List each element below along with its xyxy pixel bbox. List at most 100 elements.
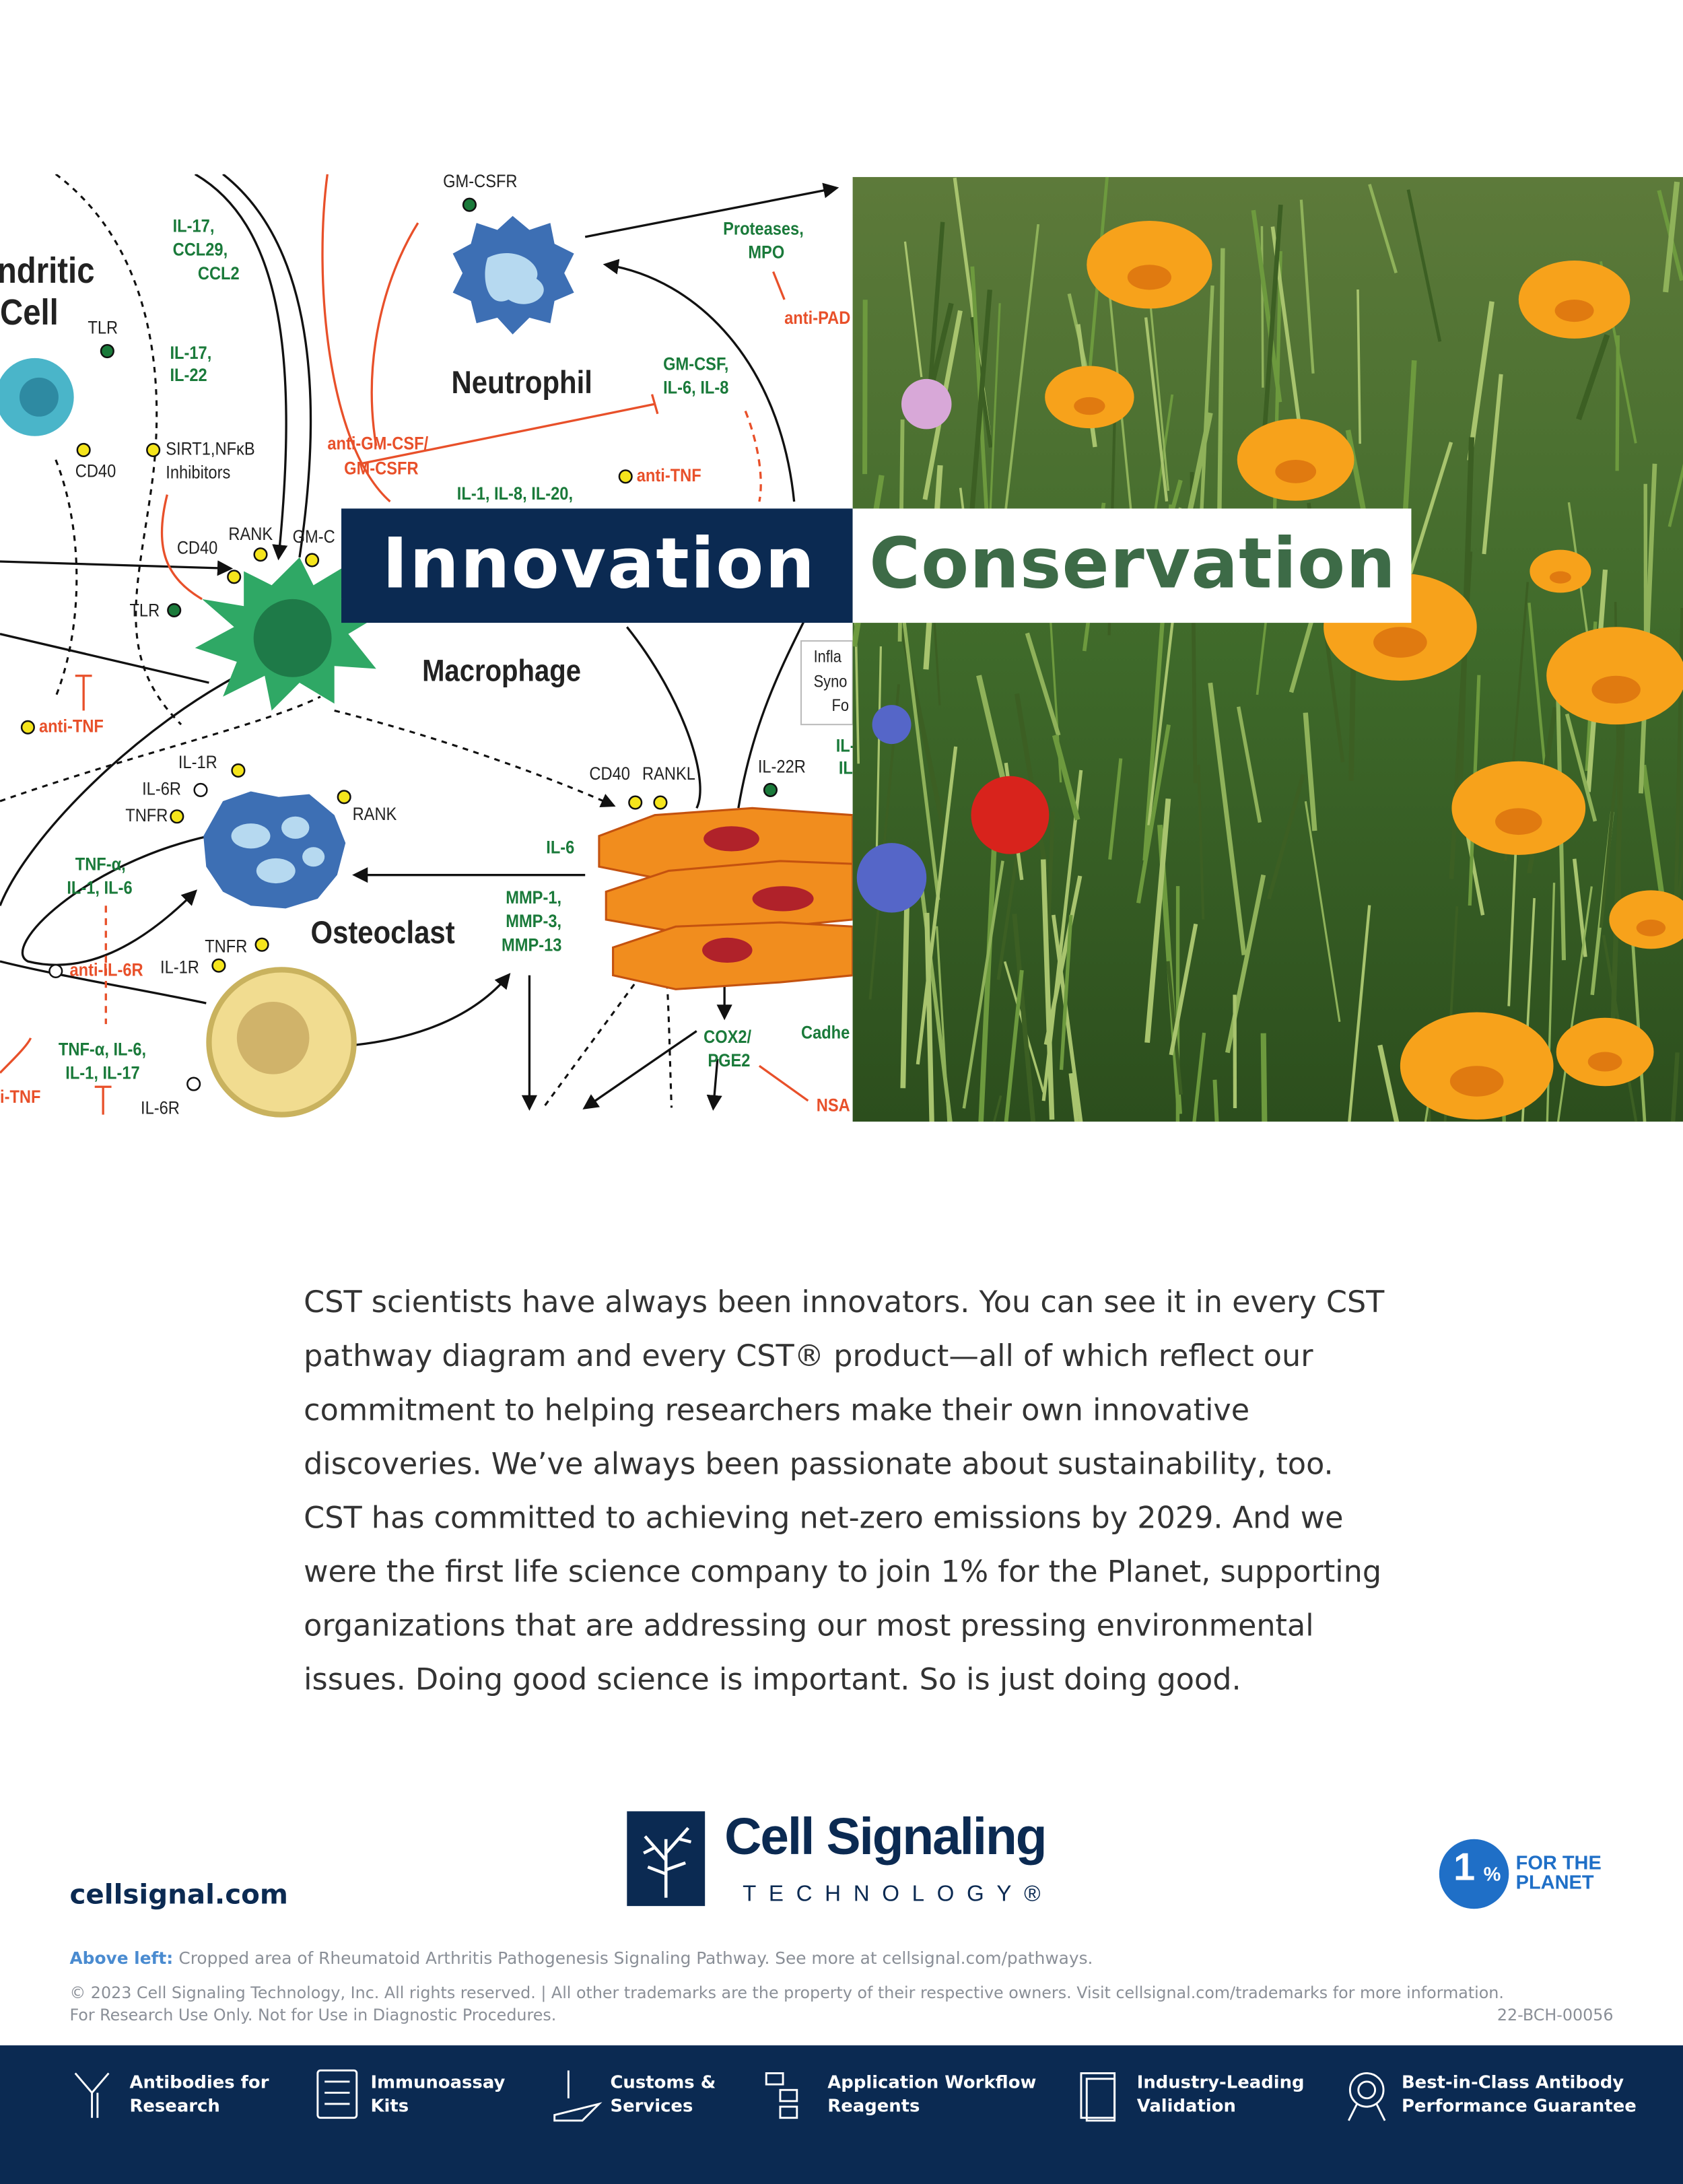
body-paragraph: CST scientists have always been innovato…: [304, 1285, 1385, 1697]
body-line: commitment to helping researchers make t…: [304, 1393, 1249, 1427]
footer-items: Antibodies for Research Immunoassay Kits Cus…: [129, 2072, 1636, 2116]
website: cellsignal.com: [69, 1879, 287, 1911]
body-line: issues. Doing good science is important.…: [304, 1663, 1241, 1697]
diagram-label: ndritic: [0, 250, 95, 291]
diagram-label: RANKL: [642, 763, 695, 784]
osteoclast-cell: [203, 791, 346, 909]
diagram-label: IL-: [836, 736, 856, 756]
footer-label: Best-in-Class Antibody: [1402, 2072, 1624, 2092]
wildflower: [856, 843, 927, 913]
wildflower: [901, 378, 952, 430]
body-line: CST has committed to achieving net-zero …: [304, 1501, 1343, 1535]
poppy-center: [1636, 919, 1666, 936]
diagram-label: TLR: [88, 318, 118, 338]
stem: [1059, 914, 1073, 1070]
diagram-label: anti-GM-CSF/: [327, 434, 428, 454]
stem: [1668, 463, 1683, 527]
footer-label: Application Workflow: [827, 2072, 1036, 2092]
stem: [862, 300, 868, 475]
stem: [1502, 1113, 1506, 1122]
diagram-label: IL-6: [546, 838, 574, 858]
stem: [1045, 811, 1055, 940]
wildflower: [971, 776, 1050, 854]
poppy: [1546, 627, 1683, 725]
dendritic-cell: [0, 357, 74, 436]
poppy-center: [1449, 1066, 1504, 1097]
stem: [924, 912, 934, 1122]
body-line: pathway diagram and every CST® product—a…: [304, 1339, 1313, 1373]
stem: [962, 860, 1004, 1109]
diagram-label: IL-22: [170, 366, 207, 386]
stem: [1546, 883, 1556, 1122]
diagram-label: IL-6R: [142, 779, 181, 799]
footer-label: Research: [129, 2096, 219, 2117]
stem: [1068, 1072, 1079, 1122]
stem: [1425, 1085, 1431, 1122]
poppy-center: [1495, 808, 1542, 835]
diagram-label: GM-CSF,: [663, 354, 728, 374]
stem: [1014, 693, 1048, 870]
stem: [1212, 1079, 1219, 1122]
planet-logo: 1 % FOR THE PLANET: [1439, 1839, 1602, 1909]
planet-percent: %: [1484, 1864, 1501, 1885]
stem: [1052, 735, 1080, 821]
poppy-center: [1549, 571, 1571, 584]
diagram-label: PGE2: [708, 1051, 750, 1071]
diagram-label: IL-1R: [160, 957, 199, 978]
diagram-label: MPO: [748, 242, 784, 263]
diagram-label: anti-IL-6R: [69, 960, 143, 980]
diagram-label: IL-6R: [141, 1098, 180, 1118]
banner-conservation: Conservation: [869, 524, 1396, 605]
diagram-label: Macrophage: [422, 654, 581, 688]
stem: [1576, 334, 1610, 421]
diagram-label: CCL29,: [173, 240, 228, 260]
flower-photo: [852, 176, 1683, 1122]
poppy-center: [1275, 459, 1317, 483]
stem: [1197, 765, 1205, 920]
stem: [1198, 285, 1214, 531]
diagram-label: Osteoclast: [311, 914, 455, 951]
diagram-label: IL-: [839, 758, 858, 778]
stem: [1556, 886, 1593, 1122]
diagram-label: CD40: [177, 538, 218, 558]
stem: [1144, 317, 1169, 502]
diagram-label: GM-CSFR: [443, 172, 517, 192]
planet-line1: FOR THE: [1516, 1853, 1602, 1874]
diagram-label: IL-1, IL-8, IL-20,: [457, 483, 573, 504]
banner-left: [341, 508, 853, 623]
stem: [1368, 184, 1398, 274]
arrows: [0, 174, 839, 1111]
stem: [1004, 969, 1024, 1122]
diagram-label: RANK: [353, 804, 397, 824]
b-cell-nucleus: [236, 1001, 310, 1074]
body-line: discoveries. We’ve always been passionat…: [304, 1447, 1334, 1481]
stem: [978, 844, 997, 1122]
receptors: [20, 197, 778, 1091]
neutrophil-nucleus: [485, 253, 544, 304]
stem: [1169, 923, 1198, 1056]
poppy-center: [1554, 299, 1594, 322]
diagram-label: IL-1, IL-17: [65, 1063, 139, 1083]
stem: [1565, 713, 1598, 822]
footer-label: Services: [610, 2096, 693, 2117]
diagram-label: i-TNF: [0, 1087, 40, 1107]
ruo: For Research Use Only. Not for Use in Di…: [69, 2006, 556, 2024]
diagram-label: NSA: [817, 1095, 850, 1116]
diagram-label: GM-CSFR: [344, 458, 418, 479]
diagram-label: Cell: [0, 292, 59, 333]
diagram-label: Neutrophil: [452, 364, 592, 400]
stem: [1237, 706, 1262, 823]
diagram-label: MMP-1,: [506, 888, 561, 908]
diagram-label: CD40: [75, 461, 116, 481]
stem: [1208, 682, 1247, 956]
poppies: [856, 221, 1683, 1120]
footer-label: Kits: [370, 2096, 409, 2117]
diagram-label: anti-PAD: [784, 308, 850, 329]
diagram-label: Cadhe: [801, 1023, 850, 1043]
note-lead: Above left:: [69, 1948, 173, 1968]
stem: [1599, 700, 1625, 928]
body-line: organizations that are addressing our mo…: [304, 1609, 1313, 1643]
diagram-label: Proteases,: [723, 219, 804, 239]
